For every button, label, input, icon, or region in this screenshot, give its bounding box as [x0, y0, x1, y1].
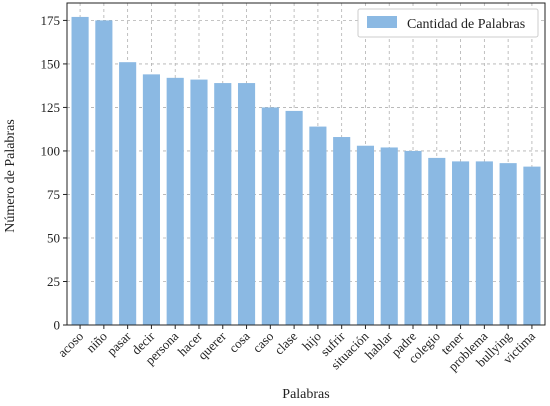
- bar-niño: [95, 20, 113, 326]
- bars-layer: [71, 16, 541, 326]
- plot-frame: [66, 2, 546, 326]
- bar-bullying: [499, 163, 517, 325]
- bar-caso: [261, 107, 279, 325]
- y-tick-label: 0: [54, 318, 61, 333]
- y-tick-label: 75: [47, 187, 60, 202]
- bar-querer: [214, 83, 232, 325]
- bar-sufrir: [333, 137, 351, 325]
- y-tick-label: 125: [41, 100, 61, 115]
- legend: Cantidad de Palabras: [357, 8, 539, 38]
- x-tick-labels: acosoniñopasardecirpersonahacerquerercos…: [55, 328, 539, 374]
- y-tick-label: 25: [47, 274, 60, 289]
- bar-padre: [404, 150, 422, 325]
- y-tick-labels: 0 25 50 75 100 125 150 175: [41, 13, 61, 333]
- y-tick-label: 175: [41, 13, 61, 28]
- legend-label: Cantidad de Palabras: [407, 17, 525, 32]
- x-tick-label: cosa: [226, 328, 253, 355]
- bar-decir: [142, 74, 160, 326]
- bar-problema: [475, 161, 493, 325]
- x-tick-label: acoso: [55, 329, 87, 361]
- x-tick-label: querer: [195, 328, 230, 363]
- grid-layer: [67, 3, 545, 326]
- bar-tener: [452, 161, 470, 325]
- bar-situación: [356, 145, 375, 325]
- x-axis-label: Palabras: [282, 387, 329, 402]
- bar-victima: [523, 166, 541, 325]
- bar-persona: [166, 77, 184, 325]
- bar-hacer: [190, 79, 208, 325]
- y-tick-label: 150: [41, 56, 61, 71]
- y-tick-label: 100: [41, 143, 61, 158]
- bar-hablar: [380, 147, 398, 325]
- axes-layer: [63, 2, 546, 329]
- legend-swatch: [367, 16, 397, 28]
- x-tick-label: caso: [250, 329, 277, 356]
- x-tick-label: clase: [271, 328, 300, 357]
- legend-frame: [357, 8, 539, 38]
- bar-hijo: [309, 126, 327, 326]
- bar-clase: [285, 110, 303, 325]
- bar-pasar: [119, 62, 137, 326]
- bar-colegio: [428, 157, 446, 325]
- bar-cosa: [237, 83, 256, 325]
- y-axis-label: Número de Palabras: [3, 119, 18, 233]
- x-tick-label: pasar: [104, 328, 134, 358]
- bar-acoso: [71, 16, 89, 326]
- y-tick-label: 50: [47, 230, 60, 245]
